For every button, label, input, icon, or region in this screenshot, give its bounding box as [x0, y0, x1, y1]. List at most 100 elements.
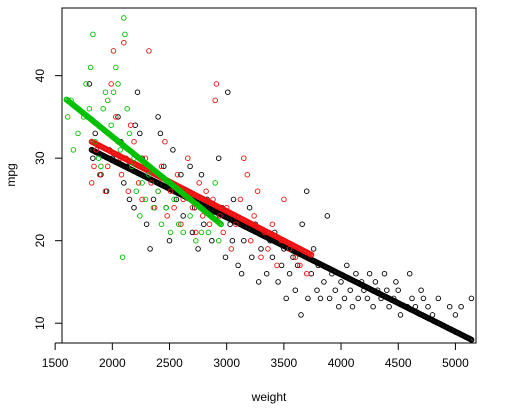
observed-point: [90, 155, 96, 161]
observed-point: [196, 180, 202, 186]
x-tick-label: 3500: [271, 356, 298, 370]
observed-point: [198, 171, 205, 178]
observed-point: [162, 138, 168, 145]
observed-point: [127, 122, 134, 128]
observed-point: [189, 204, 196, 211]
series-1: [88, 39, 315, 277]
observed-point: [281, 196, 287, 203]
observed-point: [147, 246, 153, 252]
observed-point: [310, 246, 317, 252]
observed-point: [146, 48, 152, 54]
observed-point: [332, 287, 339, 293]
observed-point: [121, 180, 127, 186]
observed-point: [372, 279, 379, 285]
observed-point: [263, 270, 270, 277]
observed-point: [274, 262, 280, 269]
observed-point: [230, 196, 237, 203]
observed-point: [206, 221, 213, 227]
observed-point: [175, 221, 182, 227]
observed-point: [265, 246, 271, 252]
observed-point: [203, 188, 209, 194]
observed-point: [158, 163, 165, 170]
observed-point: [124, 105, 130, 112]
observed-point: [189, 229, 196, 236]
observed-point: [244, 171, 251, 178]
observed-point: [229, 237, 236, 244]
observed-point: [217, 213, 223, 219]
observed-point: [384, 287, 390, 293]
observed-point: [425, 303, 431, 310]
observed-point: [225, 89, 231, 95]
observed-point: [254, 188, 261, 194]
observed-point: [275, 279, 281, 285]
observed-point: [435, 295, 442, 302]
observed-point: [134, 89, 141, 95]
observed-point: [170, 147, 176, 153]
observed-point: [326, 295, 333, 302]
observed-point: [305, 295, 311, 302]
observed-point: [110, 89, 117, 95]
observed-point: [292, 287, 299, 293]
observed-point: [395, 287, 401, 293]
x-tick-label: 4000: [328, 356, 355, 370]
observed-point: [205, 229, 212, 236]
observed-point: [119, 254, 126, 260]
observed-point: [139, 180, 145, 186]
observed-point: [220, 229, 227, 236]
observed-point: [95, 155, 102, 161]
x-tick-label: 5000: [442, 356, 469, 370]
x-tick-label: 2500: [156, 356, 183, 370]
observed-point: [163, 204, 169, 211]
y-axis: 10 20 30 40: [33, 69, 63, 330]
observed-point: [258, 254, 264, 260]
observed-point: [249, 254, 255, 260]
observed-point: [115, 81, 121, 87]
observed-point: [235, 262, 241, 269]
fitted-point: [468, 336, 475, 343]
observed-point: [158, 221, 165, 227]
observed-point: [269, 221, 276, 227]
observed-point: [195, 246, 201, 252]
observed-point: [185, 155, 191, 161]
observed-point: [166, 237, 173, 244]
observed-point: [418, 287, 424, 293]
observed-point: [397, 312, 404, 318]
observed-point: [126, 196, 133, 203]
observed-point: [178, 221, 184, 227]
observed-point: [86, 81, 93, 87]
observed-point: [255, 279, 262, 285]
observed-point: [317, 295, 324, 302]
observed-point: [171, 196, 177, 203]
observed-point: [299, 221, 305, 227]
observed-point: [298, 312, 304, 318]
observed-point: [129, 163, 135, 170]
observed-point: [336, 303, 342, 310]
observed-point: [468, 295, 475, 302]
observed-point: [237, 196, 244, 203]
observed-point: [155, 188, 161, 194]
observed-point: [96, 171, 103, 178]
observed-point: [366, 270, 373, 277]
observed-point: [233, 221, 239, 227]
y-tick-label: 10: [33, 316, 47, 330]
observed-point: [212, 97, 218, 104]
observed-point: [452, 312, 459, 318]
observed-point: [108, 81, 114, 87]
observed-point: [131, 204, 137, 211]
y-tick-label: 30: [33, 151, 47, 165]
observed-point: [161, 163, 167, 170]
observed-point: [135, 180, 142, 186]
observed-point: [70, 147, 77, 153]
observed-point: [251, 213, 257, 219]
observed-point: [91, 163, 97, 170]
observed-point: [173, 196, 180, 203]
observed-point: [286, 270, 293, 277]
observed-point: [92, 130, 98, 137]
observed-point: [126, 130, 133, 137]
observed-point: [269, 254, 276, 260]
observed-point: [386, 303, 392, 310]
observed-point: [193, 229, 199, 236]
observed-point: [278, 262, 285, 269]
observed-point: [100, 105, 106, 112]
observed-point: [246, 204, 253, 211]
